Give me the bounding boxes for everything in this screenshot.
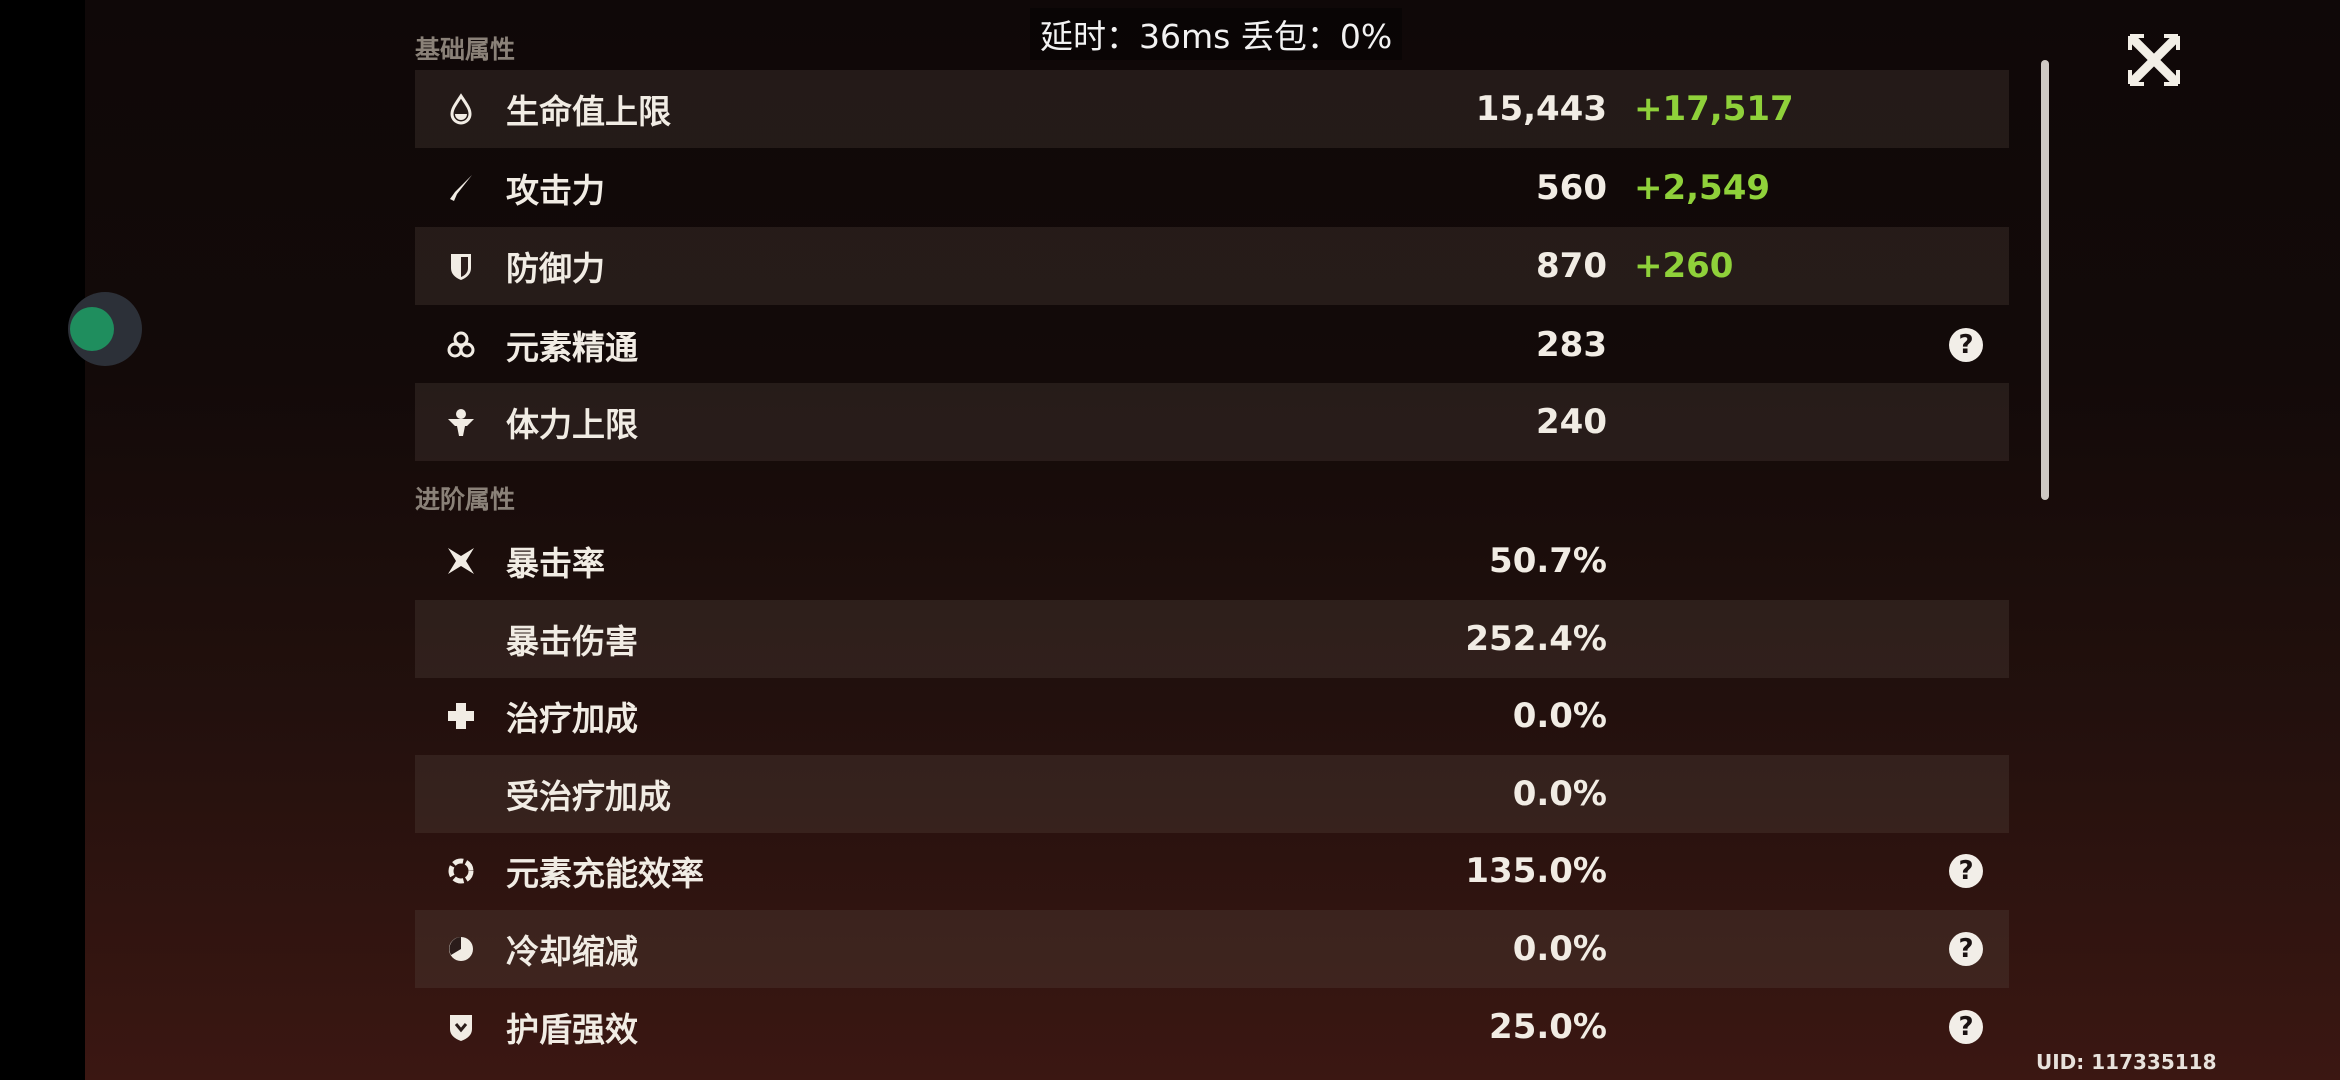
stat-label: 受治疗加成 — [506, 777, 671, 816]
stat-bonus: +2,549 — [1634, 168, 1771, 208]
stat-row: 护盾强效 25.0%? — [415, 988, 2009, 1066]
stat-label: 护盾强效 — [506, 1010, 638, 1049]
shield-icon — [451, 254, 471, 280]
section-advanced-title: 进阶属性 — [415, 485, 516, 514]
stat-bonus: +17,517 — [1634, 89, 1794, 129]
stat-row: 体力上限 240 — [415, 383, 2009, 461]
stat-row: 受治疗加成 0.0% — [415, 755, 2009, 833]
uid-label: UID: 117335118 — [2036, 1050, 2217, 1074]
stat-label: 治疗加成 — [506, 699, 638, 738]
stat-value: 15,443 — [1475, 89, 1607, 129]
stat-value: 240 — [1536, 402, 1607, 442]
stat-value: 560 — [1536, 168, 1607, 208]
cooldown-icon — [449, 937, 473, 961]
stat-label: 生命值上限 — [506, 92, 671, 131]
help-icon[interactable]: ? — [1949, 328, 1983, 362]
stat-row: 元素充能效率 135.0%? — [415, 832, 2009, 910]
stat-label: 暴击伤害 — [506, 622, 638, 661]
stat-row: 攻击力 560 +2,549 — [415, 149, 2009, 227]
crit-rate-icon — [448, 548, 474, 574]
stat-row: 治疗加成 0.0% — [415, 677, 2009, 755]
stat-value: 0.0% — [1512, 929, 1607, 969]
stat-row: 暴击率 50.7% — [415, 522, 2009, 600]
stat-bonus: +260 — [1634, 246, 1734, 286]
stat-label: 体力上限 — [506, 405, 638, 444]
stat-label: 元素精通 — [506, 328, 638, 367]
help-icon[interactable]: ? — [1949, 932, 1983, 966]
hp-drop-icon — [450, 93, 472, 125]
floating-assistant-dot — [70, 307, 114, 351]
stat-value: 283 — [1536, 325, 1607, 365]
scrollbar[interactable] — [2041, 60, 2049, 500]
stat-value: 50.7% — [1489, 541, 1607, 581]
close-icon[interactable] — [2128, 34, 2180, 86]
left-edge — [0, 0, 85, 1080]
stat-row: 冷却缩减 0.0%? — [415, 910, 2009, 988]
latency-indicator: 延时：36ms 丢包：0% — [1030, 8, 1403, 60]
stat-value: 25.0% — [1489, 1007, 1607, 1047]
stat-label: 冷却缩减 — [506, 932, 638, 971]
shield-strength-icon — [450, 1015, 472, 1041]
energy-recharge-icon — [448, 858, 474, 884]
stat-label: 暴击率 — [506, 544, 605, 583]
stat-value: 0.0% — [1512, 774, 1607, 814]
section-basic-title: 基础属性 — [415, 35, 516, 64]
help-icon[interactable]: ? — [1949, 1010, 1983, 1044]
stat-row: 生命值上限 15,443 +17,517 — [415, 70, 2009, 148]
stat-label: 攻击力 — [506, 171, 605, 210]
sword-icon — [450, 175, 472, 201]
stat-value: 252.4% — [1465, 619, 1607, 659]
stat-value: 870 — [1536, 246, 1607, 286]
healing-cross-icon — [448, 703, 474, 729]
elemental-mastery-icon — [447, 331, 475, 358]
stat-value: 0.0% — [1512, 696, 1607, 736]
stat-label: 防御力 — [506, 249, 605, 288]
stat-row: 防御力 870 +260 — [415, 227, 2009, 305]
stat-label: 元素充能效率 — [506, 854, 704, 893]
stat-row: 暴击伤害 252.4% — [415, 600, 2009, 678]
stat-value: 135.0% — [1465, 851, 1607, 891]
stamina-icon — [448, 409, 474, 436]
help-icon[interactable]: ? — [1949, 854, 1983, 888]
stat-row: 元素精通 283? — [415, 306, 2009, 384]
